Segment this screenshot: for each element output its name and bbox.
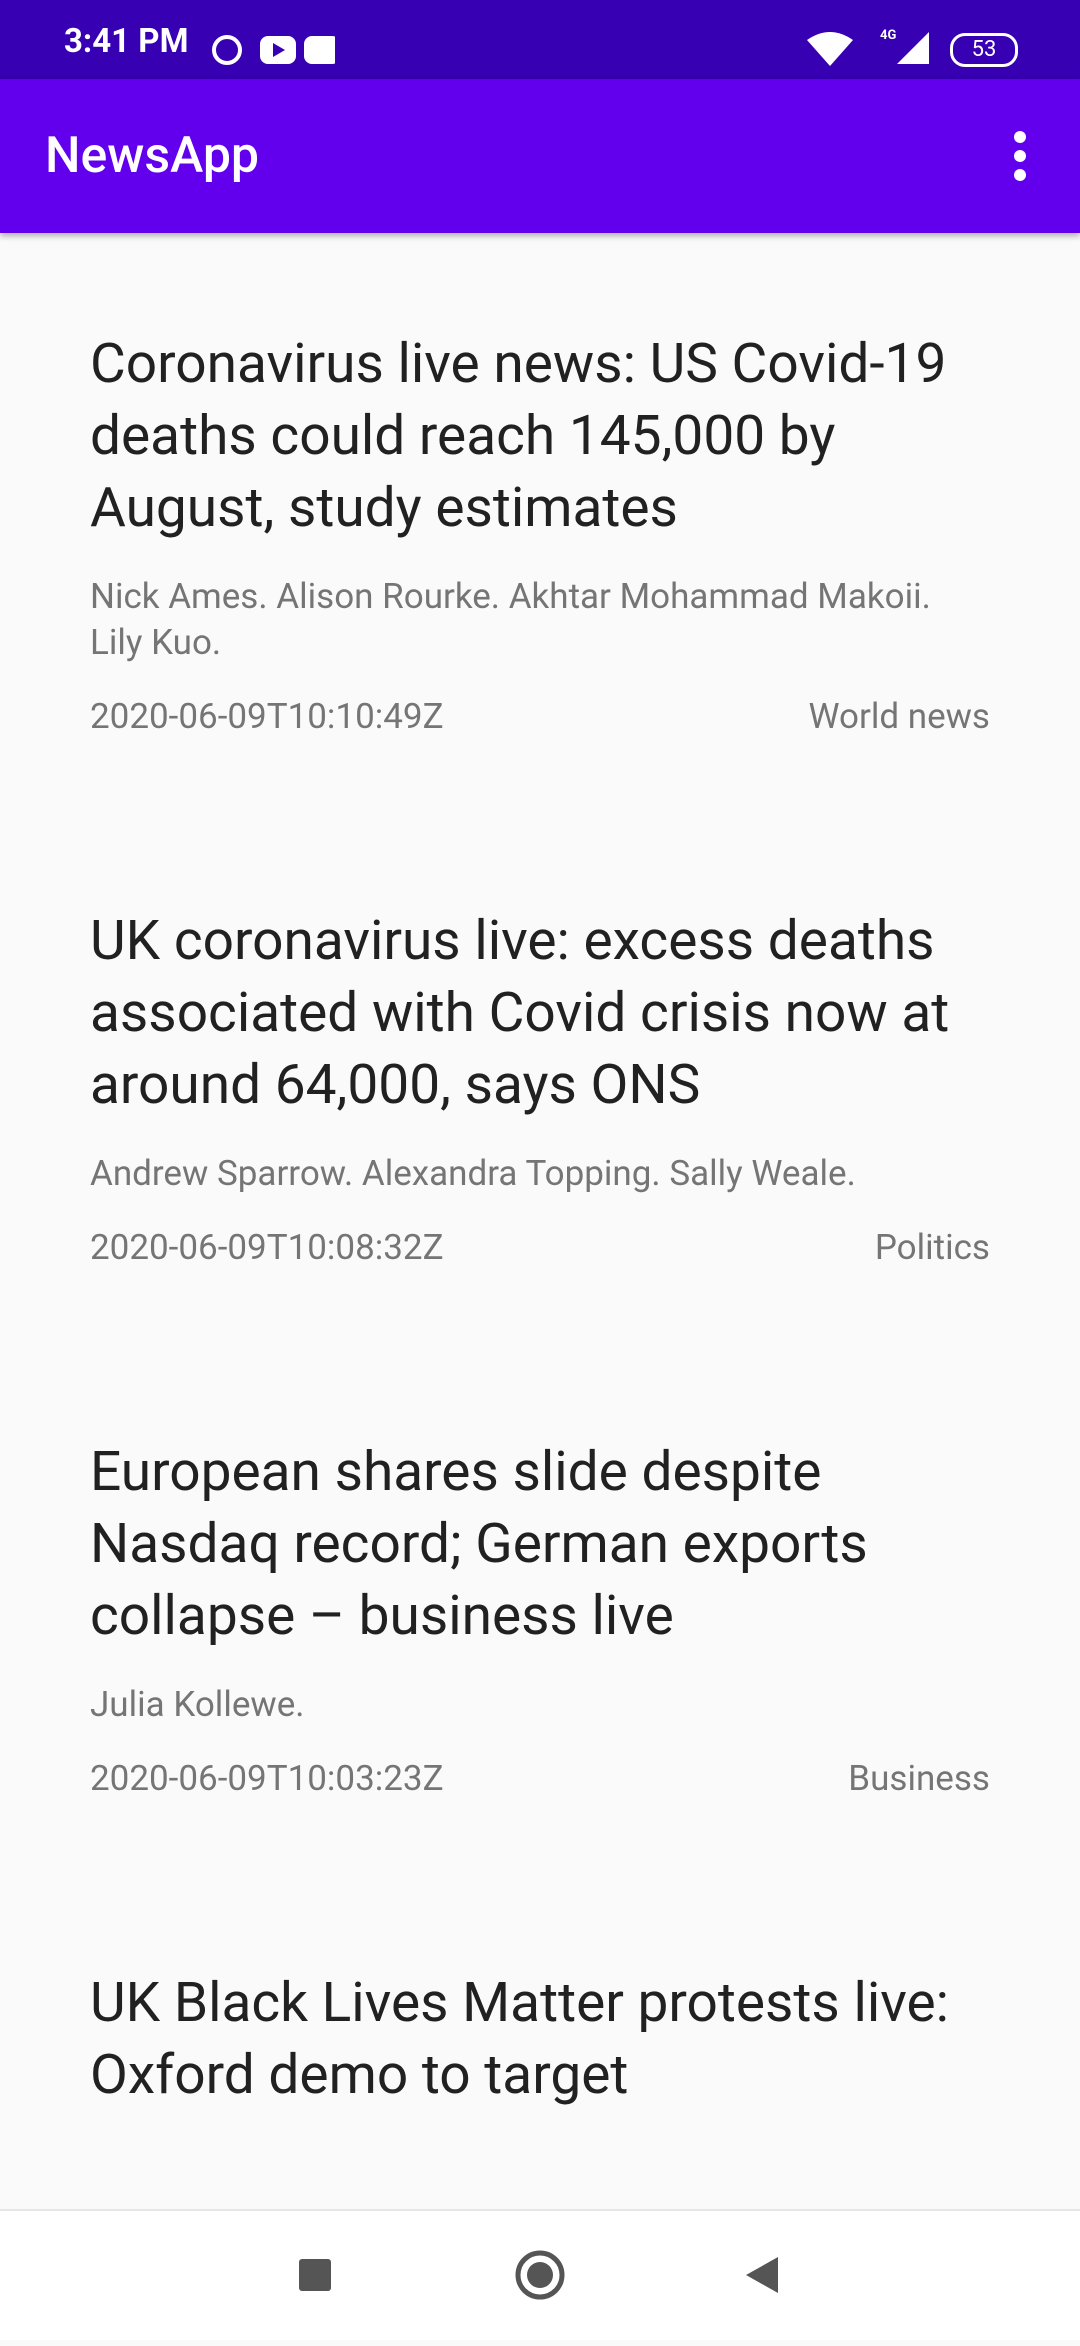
article-item[interactable]: UK coronavirus live: excess deaths assoc… — [0, 810, 1080, 1341]
notification-icons — [212, 35, 335, 65]
nav-buttons — [299, 2250, 778, 2300]
article-authors: Andrew Sparrow. Alexandra Topping. Sally… — [90, 1153, 856, 1194]
app-title: NewsApp — [45, 127, 260, 185]
status-bar: 3:41 PM 4G 53 — [0, 0, 1080, 79]
article-meta: 2020-06-09T10:10:49Z World news — [90, 694, 990, 740]
battery: 53 — [950, 33, 1018, 67]
article-list: Coronavirus live news: US Covid-19 death… — [0, 233, 1080, 2209]
article-authors: Nick Ames. Alison Rourke. Akhtar Mohamma… — [90, 576, 931, 663]
article-title: Coronavirus live news: US Covid-19 death… — [90, 332, 947, 540]
back-button[interactable] — [746, 2257, 778, 2293]
nav-bar — [0, 2209, 1080, 2340]
article-section: World news — [808, 696, 990, 737]
article-item[interactable]: UK Black Lives Matter protests live: Oxf… — [0, 1872, 1080, 2181]
article-section: Business — [848, 1758, 990, 1799]
article-title: UK coronavirus live: excess deaths assoc… — [90, 909, 950, 1117]
wifi-icon — [807, 32, 853, 66]
recents-button[interactable] — [299, 2259, 331, 2291]
article-meta: 2020-06-09T10:03:23Z Business — [90, 1756, 990, 1802]
article-meta: 2020-06-09T10:08:32Z Politics — [90, 1225, 990, 1271]
article-item[interactable]: Coronavirus live news: US Covid-19 death… — [0, 233, 1080, 810]
article-title: European shares slide despite Nasdaq rec… — [90, 1440, 868, 1648]
app-bar: NewsApp — [0, 79, 1080, 233]
article-authors: Julia Kollewe. — [90, 1684, 305, 1725]
home-button[interactable] — [515, 2250, 565, 2300]
article-title: UK Black Lives Matter protests live: Oxf… — [90, 1971, 949, 2107]
article-date: 2020-06-09T10:03:23Z — [90, 1758, 444, 1799]
article-section: Politics — [874, 1227, 990, 1268]
status-time: 3:41 PM — [64, 22, 189, 61]
signal-icon — [897, 32, 929, 64]
article-item[interactable]: European shares slide despite Nasdaq rec… — [0, 1341, 1080, 1872]
article-date: 2020-06-09T10:08:32Z — [90, 1227, 444, 1268]
overflow-menu[interactable] — [1000, 127, 1040, 187]
article-date: 2020-06-09T10:10:49Z — [90, 696, 444, 737]
network-type: 4G — [880, 28, 897, 43]
